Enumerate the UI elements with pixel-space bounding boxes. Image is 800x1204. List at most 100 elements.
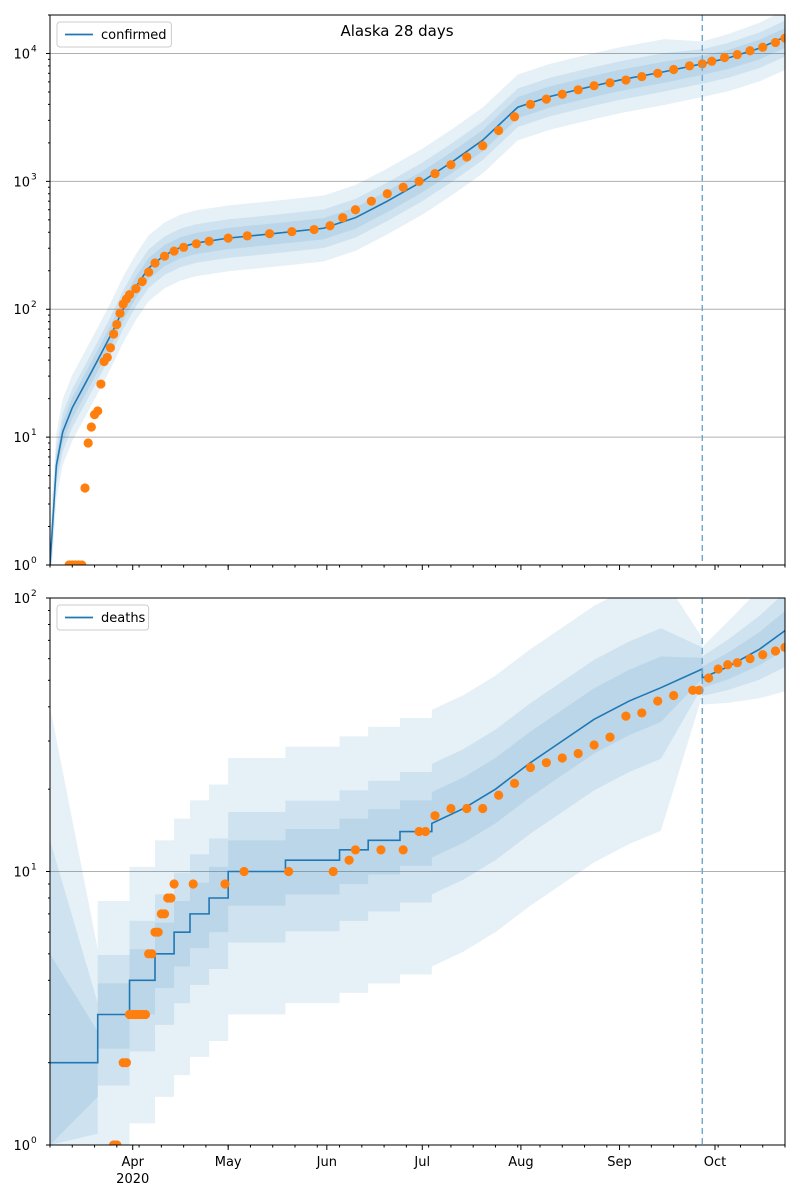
y-tick-label: 10 <box>13 866 30 881</box>
data-point <box>264 229 275 239</box>
y-tick-exponent: 4 <box>31 44 37 54</box>
data-point <box>328 866 338 877</box>
legend-box <box>56 604 150 631</box>
y-tick-exponent: 0 <box>31 1136 37 1146</box>
data-point <box>669 64 679 75</box>
data-point <box>758 42 768 52</box>
data-point <box>191 239 201 249</box>
data-point <box>589 81 599 91</box>
data-point <box>169 246 179 256</box>
y-tick-label: 10 <box>13 47 30 62</box>
data-point <box>239 866 249 877</box>
data-point <box>525 762 536 773</box>
data-point <box>430 169 440 179</box>
data-point <box>159 909 170 919</box>
data-point <box>494 125 504 136</box>
data-point <box>621 75 631 85</box>
data-point <box>669 690 679 701</box>
data-point <box>115 308 125 318</box>
data-point <box>112 319 122 330</box>
data-point <box>188 879 198 889</box>
x-tick-label: May <box>215 1155 242 1170</box>
confidence-band <box>50 610 785 1145</box>
data-point <box>573 748 583 759</box>
legend-label: confirmed <box>101 28 167 43</box>
data-point <box>462 803 472 814</box>
legend: confirmed <box>56 21 172 48</box>
data-point <box>166 893 176 903</box>
data-point <box>376 845 386 855</box>
data-point <box>309 224 319 235</box>
data-point <box>541 94 551 104</box>
data-point <box>732 658 742 668</box>
y-tick-exponent: 2 <box>31 589 37 599</box>
data-point <box>338 213 348 223</box>
data-point <box>77 560 87 565</box>
data-point <box>80 483 90 493</box>
data-point <box>344 855 354 865</box>
data-point <box>144 267 154 277</box>
data-point <box>707 56 717 66</box>
y-tick-exponent: 3 <box>31 172 37 182</box>
data-point <box>398 845 408 855</box>
data-point <box>325 221 335 231</box>
data-point <box>780 642 785 652</box>
data-point <box>105 343 116 353</box>
x-tick-label: Jul <box>413 1155 430 1170</box>
x-tick-label: Apr <box>121 1155 144 1170</box>
plot-area <box>50 15 785 565</box>
data-point <box>573 85 583 95</box>
data-point <box>96 379 106 389</box>
y-tick-exponent: 1 <box>31 428 37 438</box>
data-point <box>204 236 214 246</box>
data-point <box>589 740 599 750</box>
data-point <box>684 61 695 71</box>
legend-label: deaths <box>101 611 146 626</box>
y-tick-exponent: 1 <box>31 863 37 873</box>
data-point <box>478 141 488 151</box>
data-point <box>169 879 179 889</box>
data-point <box>112 1140 122 1145</box>
data-point <box>732 50 742 60</box>
data-point <box>653 696 663 706</box>
data-point <box>83 438 93 448</box>
x-tick-label: Oct <box>704 1155 726 1170</box>
data-point <box>109 329 119 339</box>
data-point <box>223 233 233 243</box>
x-tick-label: Aug <box>508 1155 533 1170</box>
data-point <box>159 251 170 261</box>
y-tick-label: 10 <box>13 431 30 446</box>
data-point <box>284 866 294 877</box>
data-point <box>140 1009 151 1020</box>
data-point <box>704 673 714 683</box>
axes-frame <box>49 14 786 566</box>
confidence-band <box>50 15 785 565</box>
data-point <box>446 160 456 170</box>
y-tick-exponent: 0 <box>31 556 37 566</box>
data-point <box>605 732 615 742</box>
data-point <box>382 189 392 199</box>
data-point <box>93 406 103 416</box>
data-point <box>420 826 431 837</box>
data-point <box>697 59 707 69</box>
data-point <box>637 71 647 82</box>
data-point <box>509 778 520 788</box>
data-point <box>723 660 733 670</box>
data-point <box>621 711 631 721</box>
confidence-band <box>50 598 785 1145</box>
data-point <box>102 352 112 363</box>
data-point <box>287 226 297 237</box>
y-tick-label: 10 <box>13 559 30 574</box>
x-tick-label: Jun <box>316 1155 337 1170</box>
y-tick-label: 10 <box>13 175 30 190</box>
legend-box <box>56 21 172 48</box>
confidence-band <box>50 20 785 565</box>
y-tick-label: 10 <box>13 1139 30 1154</box>
data-point <box>719 52 730 63</box>
data-point <box>414 176 424 186</box>
data-point <box>688 685 698 695</box>
data-point <box>137 276 147 287</box>
data-point <box>557 89 567 99</box>
